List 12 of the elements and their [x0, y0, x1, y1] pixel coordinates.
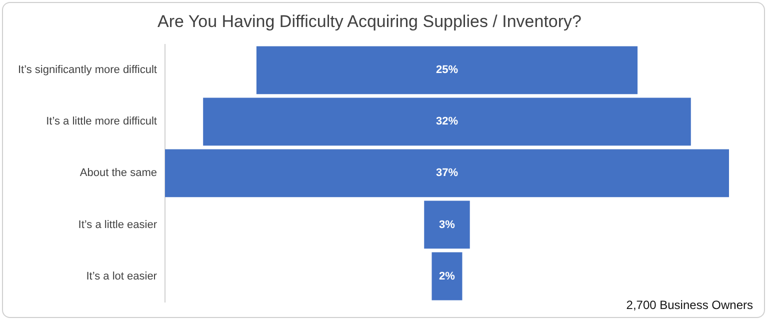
category-label: It’s a lot easier	[86, 270, 158, 282]
category-label: About the same	[80, 167, 157, 180]
category-label: It’s a little more difficult	[46, 116, 157, 128]
data-label: 2%	[439, 270, 456, 282]
data-label: 32%	[436, 116, 458, 128]
text: 2,700 Business Owners	[626, 298, 753, 312]
data-label: 37%	[436, 167, 458, 180]
data-label: 3%	[439, 218, 456, 231]
category-label: It’s significantly more difficult	[18, 64, 157, 76]
category-label: It’s a little easier	[78, 218, 158, 231]
text: Are You Having Difficulty Acquiring Supplies / Inventory?	[158, 12, 582, 31]
data-label: 25%	[436, 64, 458, 76]
